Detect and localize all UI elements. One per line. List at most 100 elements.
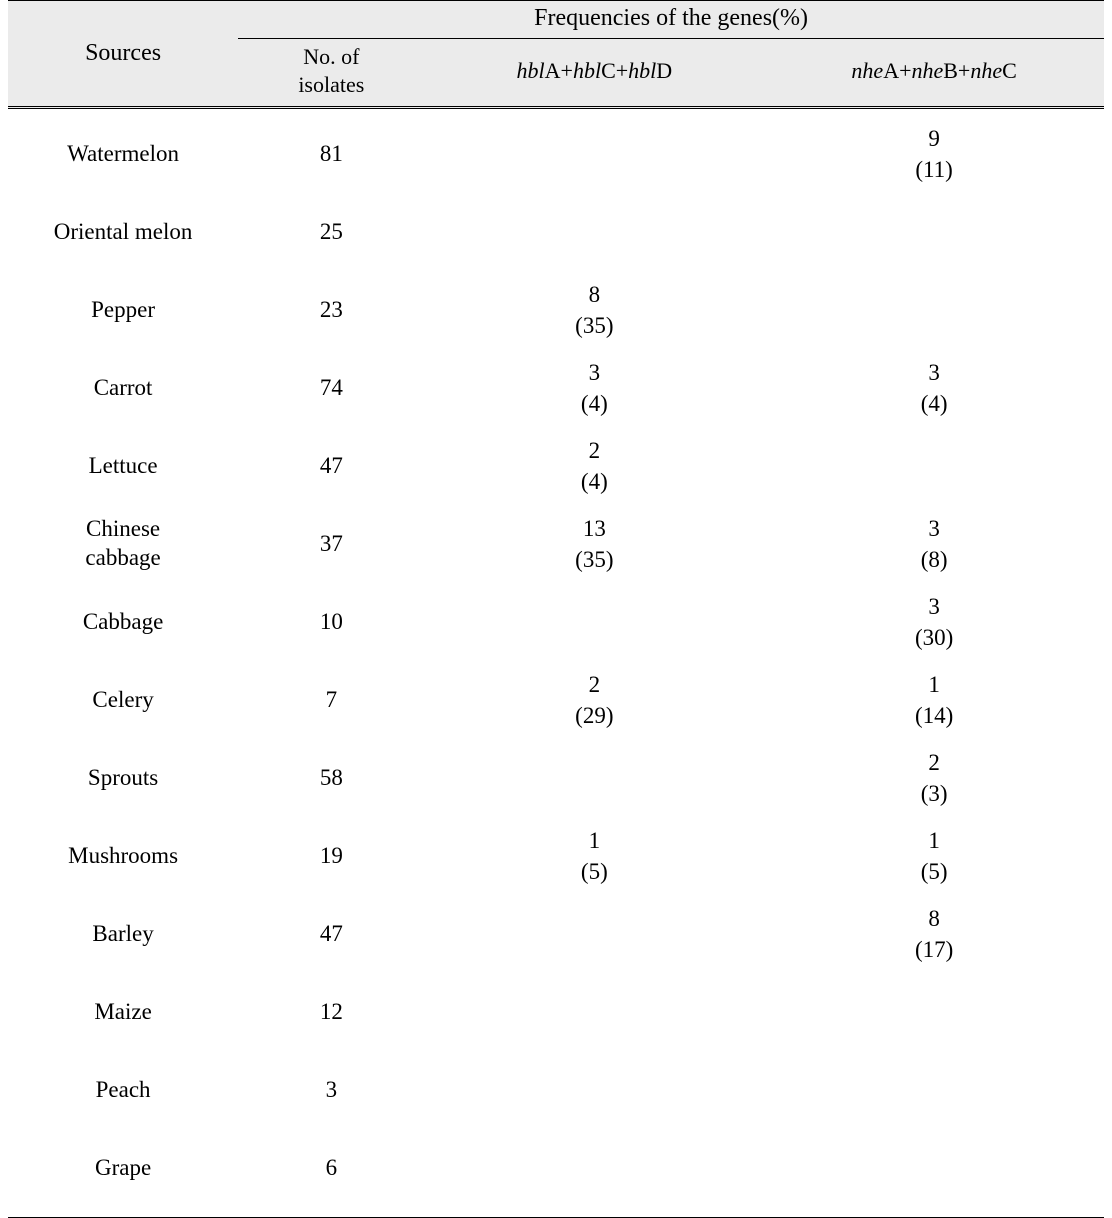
gene-hbl-part: D [656,58,672,83]
cell-isolates: 47 [238,895,424,973]
nhe-count: 2 [921,747,948,778]
hbl-count: 13 [575,513,613,544]
col-header-isolates: No. of isolates [238,39,424,108]
cell-hbl: 1(5) [424,817,764,895]
nhe-percent: (4) [921,388,948,419]
table-row: Carrot743(4)3(4) [8,349,1104,427]
col-group-frequencies: Frequencies of the genes(%) [238,1,1104,39]
nhe-percent: (30) [915,622,953,653]
cell-isolates: 19 [238,817,424,895]
table-row: Oriental melon25 [8,193,1104,271]
cell-source: Oriental melon [8,193,238,271]
cell-hbl [424,108,764,194]
source-line1: Chinese [86,516,160,541]
cell-nhe: 1(5) [764,817,1104,895]
table-row: Grape6 [8,1129,1104,1218]
cell-isolates: 58 [238,739,424,817]
cell-nhe [764,193,1104,271]
cell-hbl [424,739,764,817]
cell-nhe: 9(11) [764,108,1104,194]
hbl-count: 3 [581,357,608,388]
gene-nhe-part: nhe [970,58,1002,83]
cell-isolates: 12 [238,973,424,1051]
cell-nhe: 2(3) [764,739,1104,817]
table-row: Sprouts58 2(3) [8,739,1104,817]
nhe-percent: (14) [915,700,953,731]
cell-hbl [424,895,764,973]
nhe-percent: (8) [921,544,948,575]
hbl-count: 2 [581,435,608,466]
gene-hbl-part: C+ [601,58,628,83]
cell-isolates: 25 [238,193,424,271]
nhe-count: 8 [915,903,953,934]
cell-isolates: 74 [238,349,424,427]
cell-source: Sprouts [8,739,238,817]
cell-nhe: 3(8) [764,505,1104,583]
cell-nhe: 1(14) [764,661,1104,739]
cell-isolates: 6 [238,1129,424,1218]
cell-source: Chinesecabbage [8,505,238,583]
nhe-count: 3 [921,513,948,544]
gene-hbl-part: hbl [573,58,601,83]
nhe-count: 1 [921,825,948,856]
table-row: Barley478(17) [8,895,1104,973]
table-row: Lettuce47 2(4) [8,427,1104,505]
cell-hbl: 13(35) [424,505,764,583]
col-header-sources: Sources [8,1,238,108]
gene-hbl-part: hbl [517,58,545,83]
table-row: Celery72(29)1(14) [8,661,1104,739]
table-row: Mushrooms191(5)1(5) [8,817,1104,895]
table-header: Sources Frequencies of the genes(%) No. … [8,1,1104,108]
cell-hbl [424,193,764,271]
cell-hbl [424,1051,764,1129]
cell-source: Maize [8,973,238,1051]
cell-source: Cabbage [8,583,238,661]
table-row: Peach3 [8,1051,1104,1129]
table-body: Watermelon819(11)Oriental melon25Pepper2… [8,108,1104,1218]
cell-hbl: 2(29) [424,661,764,739]
cell-hbl [424,1129,764,1218]
cell-source: Mushrooms [8,817,238,895]
nhe-count: 9 [915,123,952,154]
cell-source: Grape [8,1129,238,1218]
col-header-hbl: hblA+hblC+hblD [424,39,764,108]
cell-source: Celery [8,661,238,739]
cell-hbl [424,583,764,661]
cell-hbl: 8(35) [424,271,764,349]
cell-isolates: 47 [238,427,424,505]
cell-nhe: 3(30) [764,583,1104,661]
hbl-percent: (35) [575,544,613,575]
cell-source: Pepper [8,271,238,349]
cell-nhe: 3(4) [764,349,1104,427]
table-row: Pepper238(35) [8,271,1104,349]
cell-isolates: 23 [238,271,424,349]
nhe-percent: (11) [915,154,952,185]
nhe-count: 3 [915,591,953,622]
gene-hbl-part: hbl [628,58,656,83]
cell-nhe [764,271,1104,349]
cell-source: Carrot [8,349,238,427]
isolates-label-line1: No. of [303,44,359,69]
nhe-count: 1 [915,669,953,700]
cell-isolates: 10 [238,583,424,661]
hbl-percent: (4) [581,466,608,497]
nhe-percent: (3) [921,778,948,809]
isolates-label-line2: isolates [298,72,364,97]
cell-nhe [764,427,1104,505]
hbl-percent: (5) [581,856,608,887]
gene-nhe-part: A+ [883,58,911,83]
nhe-percent: (5) [921,856,948,887]
gene-nhe-part: nhe [911,58,943,83]
cell-isolates: 37 [238,505,424,583]
hbl-count: 8 [575,279,613,310]
hbl-count: 1 [581,825,608,856]
nhe-count: 3 [921,357,948,388]
cell-nhe [764,1051,1104,1129]
gene-nhe-part: nhe [851,58,883,83]
cell-source: Lettuce [8,427,238,505]
gene-frequency-table: Sources Frequencies of the genes(%) No. … [8,0,1104,1218]
table-row: Chinesecabbage3713(35)3(8) [8,505,1104,583]
gene-nhe-part: B+ [943,58,970,83]
cell-isolates: 81 [238,108,424,194]
gene-nhe-part: C [1002,58,1017,83]
